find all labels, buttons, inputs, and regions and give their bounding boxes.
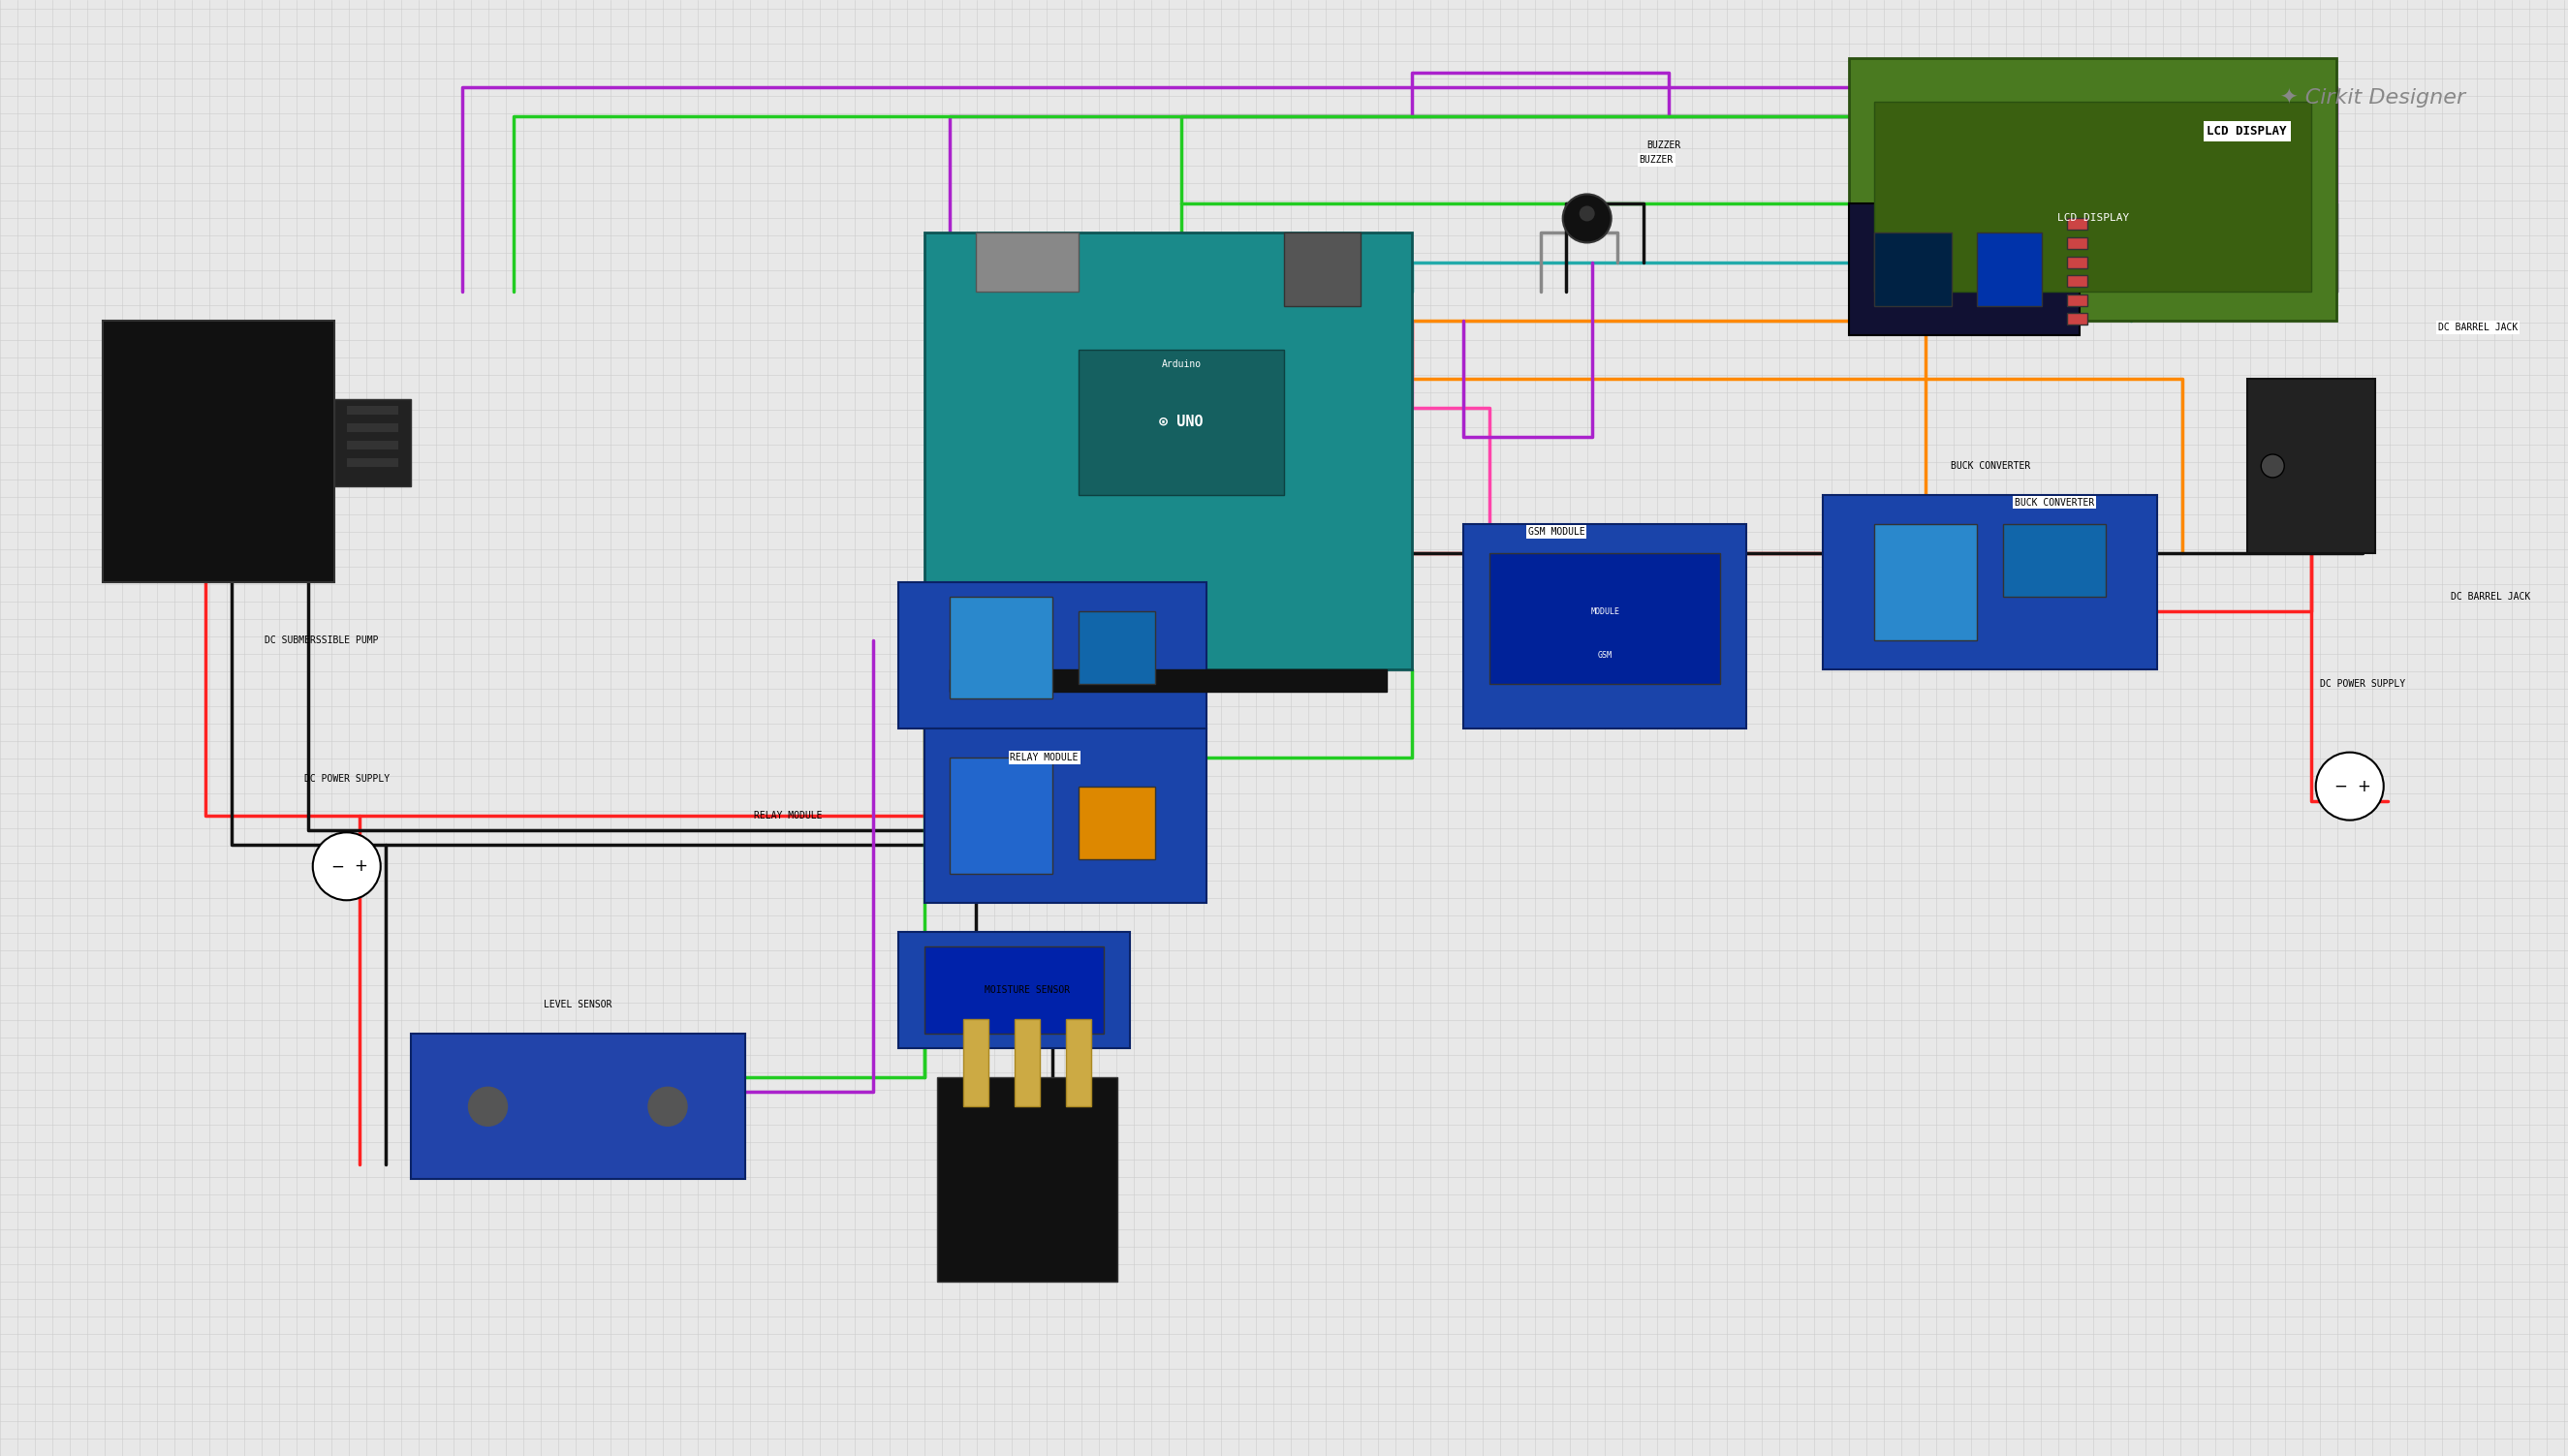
Bar xyxy=(924,728,1207,903)
Bar xyxy=(1079,349,1284,495)
Bar xyxy=(1489,553,1721,684)
Text: DC BARREL JACK: DC BARREL JACK xyxy=(2437,323,2519,332)
Bar xyxy=(411,1034,745,1179)
Text: LEVEL SENSOR: LEVEL SENSOR xyxy=(544,1000,611,1009)
Bar xyxy=(347,459,398,467)
Bar xyxy=(1079,612,1156,684)
Bar xyxy=(963,1019,989,1107)
Circle shape xyxy=(1564,194,1610,243)
Text: ✦ Cirkit Designer: ✦ Cirkit Designer xyxy=(2280,87,2465,108)
Bar xyxy=(899,932,1130,1048)
Bar xyxy=(2003,524,2106,597)
Text: RELAY MODULE: RELAY MODULE xyxy=(752,811,822,820)
Bar xyxy=(2067,275,2088,287)
Bar xyxy=(950,670,1387,692)
Circle shape xyxy=(313,833,380,900)
Text: BUZZER: BUZZER xyxy=(1646,141,1682,150)
Bar xyxy=(347,424,398,432)
Text: DC BARREL JACK: DC BARREL JACK xyxy=(2450,593,2532,601)
Circle shape xyxy=(2316,753,2383,820)
Bar xyxy=(950,757,1053,874)
Bar xyxy=(924,946,1104,1034)
Circle shape xyxy=(647,1088,688,1125)
Bar xyxy=(2247,379,2375,553)
Text: MOISTURE SENSOR: MOISTURE SENSOR xyxy=(984,986,1071,994)
Text: GSM: GSM xyxy=(1597,651,1613,660)
Text: +: + xyxy=(2357,778,2370,795)
Text: +: + xyxy=(354,858,367,875)
Bar xyxy=(2067,218,2088,230)
Bar xyxy=(1284,233,1361,306)
Bar xyxy=(347,441,398,450)
Text: DC POWER SUPPLY: DC POWER SUPPLY xyxy=(303,775,390,783)
Bar xyxy=(1977,233,2042,306)
Bar xyxy=(950,597,1053,699)
Circle shape xyxy=(2260,454,2286,478)
Bar xyxy=(1066,1019,1091,1107)
Circle shape xyxy=(467,1088,508,1125)
Bar xyxy=(347,406,398,415)
Bar xyxy=(1875,102,2311,291)
Bar xyxy=(103,320,334,582)
Bar xyxy=(924,233,1412,670)
Bar xyxy=(2067,313,2088,325)
Bar xyxy=(1464,524,1746,728)
Text: BUZZER: BUZZER xyxy=(1638,156,1674,165)
Text: −: − xyxy=(331,858,344,875)
Text: −: − xyxy=(2334,778,2347,795)
Text: GSM MODULE: GSM MODULE xyxy=(1528,527,1584,536)
Bar xyxy=(2067,237,2088,249)
Text: DC POWER SUPPLY: DC POWER SUPPLY xyxy=(2319,680,2406,689)
Bar xyxy=(1079,786,1156,859)
Text: BUCK CONVERTER: BUCK CONVERTER xyxy=(2013,498,2095,507)
Bar xyxy=(1823,495,2157,670)
Circle shape xyxy=(1579,205,1595,221)
Bar xyxy=(2067,256,2088,268)
Bar xyxy=(976,233,1079,291)
Text: Arduino: Arduino xyxy=(1161,360,1202,368)
Text: BUCK CONVERTER: BUCK CONVERTER xyxy=(1949,462,2031,470)
Text: ⊙ UNO: ⊙ UNO xyxy=(1158,415,1204,430)
Bar xyxy=(1849,58,2337,320)
Bar xyxy=(2067,294,2088,306)
Text: LCD DISPLAY: LCD DISPLAY xyxy=(2206,125,2288,137)
Bar xyxy=(899,582,1207,728)
Text: RELAY MODULE: RELAY MODULE xyxy=(1009,753,1079,761)
Bar xyxy=(937,1077,1117,1281)
Text: MODULE: MODULE xyxy=(1590,607,1620,616)
Text: LCD DISPLAY: LCD DISPLAY xyxy=(2057,214,2129,223)
Bar xyxy=(334,399,411,486)
Bar xyxy=(1014,1019,1040,1107)
Bar xyxy=(1875,233,1952,306)
Text: DC SUBMERSSIBLE PUMP: DC SUBMERSSIBLE PUMP xyxy=(265,636,377,645)
Bar xyxy=(1849,204,2080,335)
Bar xyxy=(1875,524,1977,641)
